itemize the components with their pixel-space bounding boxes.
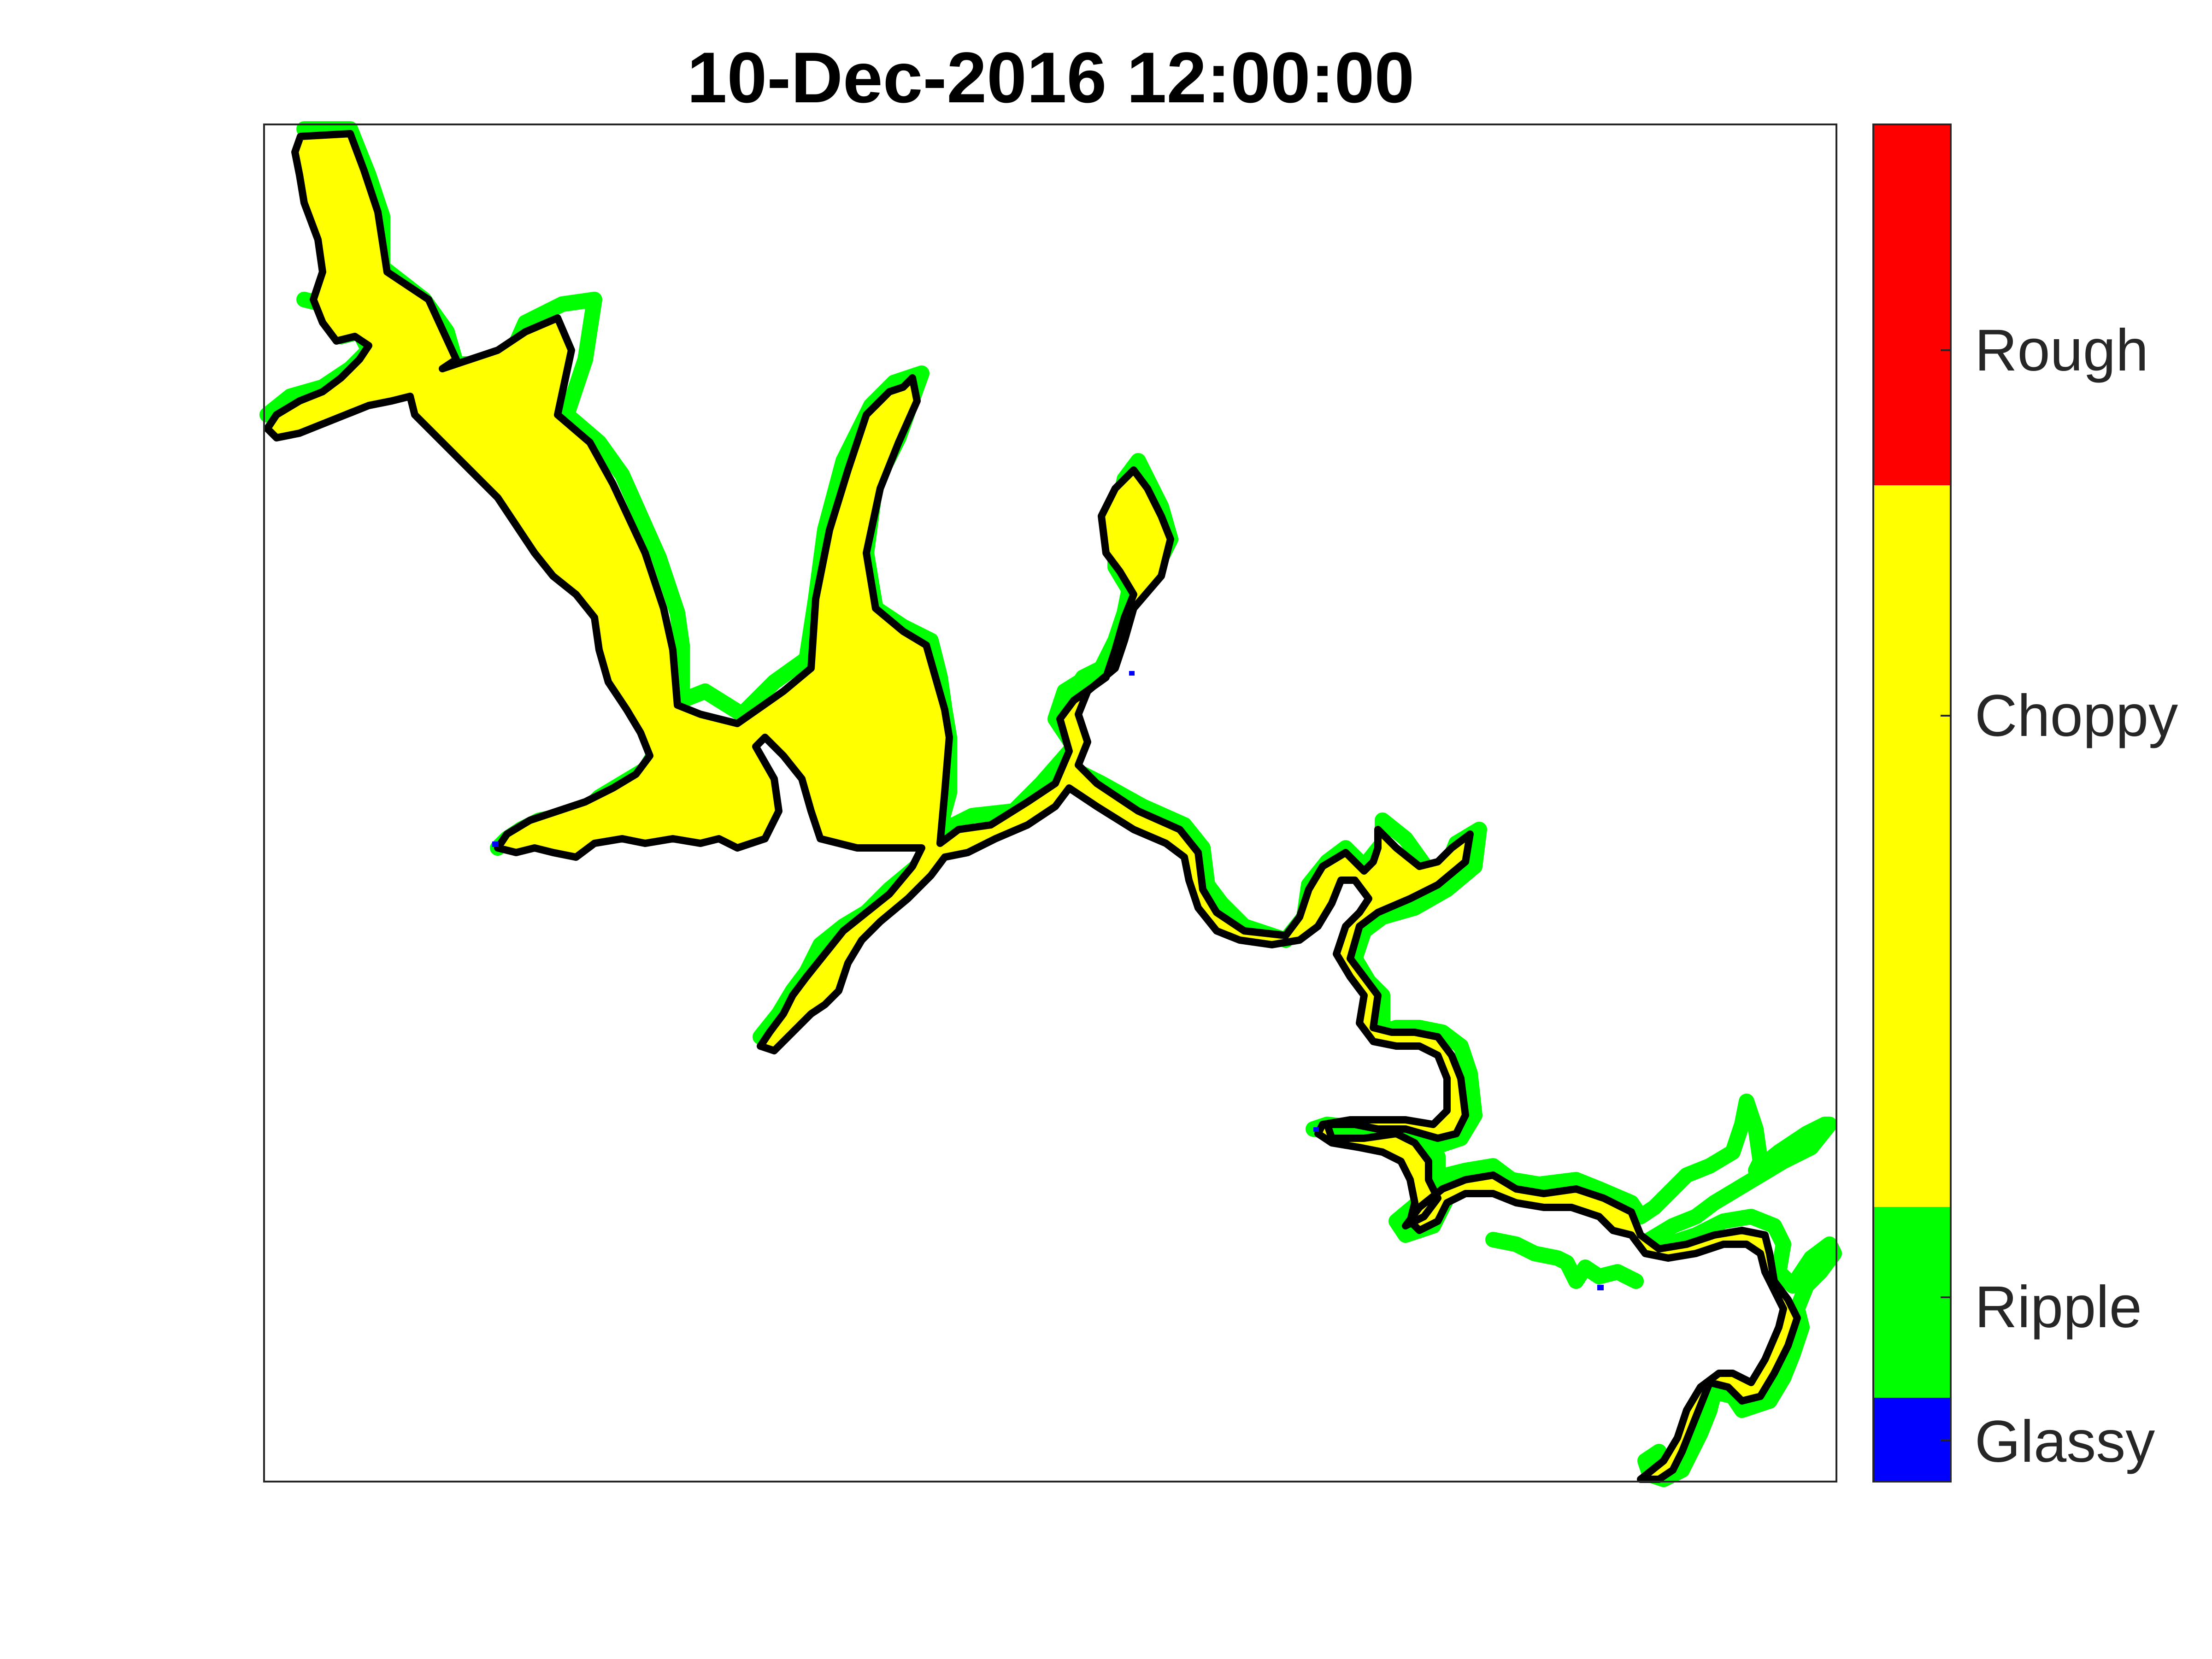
map-title: 10-Dec-2016 12:00:00 (687, 38, 1414, 118)
shore-blue-specks (492, 671, 1604, 1290)
colorbar-label-choppy: Choppy (1975, 683, 2178, 749)
colorbar-label-rough: Rough (1975, 318, 2148, 383)
water-area-main (264, 130, 1801, 1483)
colorbar-frame (1872, 124, 1952, 1483)
colorbar: Rough Choppy Ripple Glassy (1872, 124, 2178, 1483)
reservoir-water-body (259, 121, 1842, 1487)
colorbar-segment-rough (1873, 124, 1951, 485)
map-frame (263, 124, 1837, 1483)
map-axes (259, 121, 1842, 1487)
colorbar-segment-glassy (1873, 1398, 1951, 1482)
colorbar-label-glassy: Glassy (1975, 1409, 2155, 1475)
colorbar-segment-choppy (1873, 485, 1951, 1207)
colorbar-segment-ripple (1873, 1207, 1951, 1398)
colorbar-label-ripple: Ripple (1975, 1274, 2142, 1340)
